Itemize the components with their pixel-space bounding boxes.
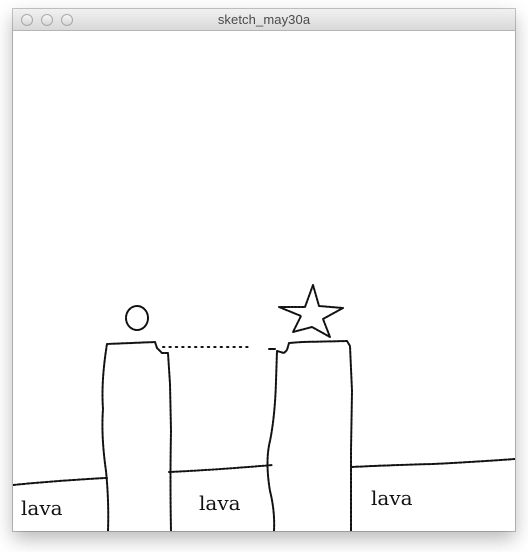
center-right-pillar	[266, 340, 353, 531]
sketch-canvas[interactable]: lava lava lava	[13, 31, 515, 531]
lava-label-right: lava	[371, 486, 413, 510]
sketch-drawing: lava lava lava	[13, 284, 515, 531]
middle-ground-line	[168, 464, 274, 473]
app-window: sketch_may30a lav	[13, 9, 515, 531]
zoom-window-button[interactable]	[61, 14, 73, 26]
window-title: sketch_may30a	[217, 12, 311, 27]
minimize-window-button[interactable]	[41, 14, 53, 26]
right-ground-line	[350, 458, 515, 468]
left-pillar	[101, 341, 172, 531]
left-ground-line	[13, 477, 108, 486]
close-window-button[interactable]	[21, 14, 33, 26]
titlebar[interactable]: sketch_may30a	[13, 9, 515, 31]
lava-label-left: lava	[21, 496, 63, 520]
circle-player-icon	[125, 305, 149, 331]
lava-label-middle: lava	[199, 491, 241, 515]
star-goal-icon	[278, 284, 344, 338]
